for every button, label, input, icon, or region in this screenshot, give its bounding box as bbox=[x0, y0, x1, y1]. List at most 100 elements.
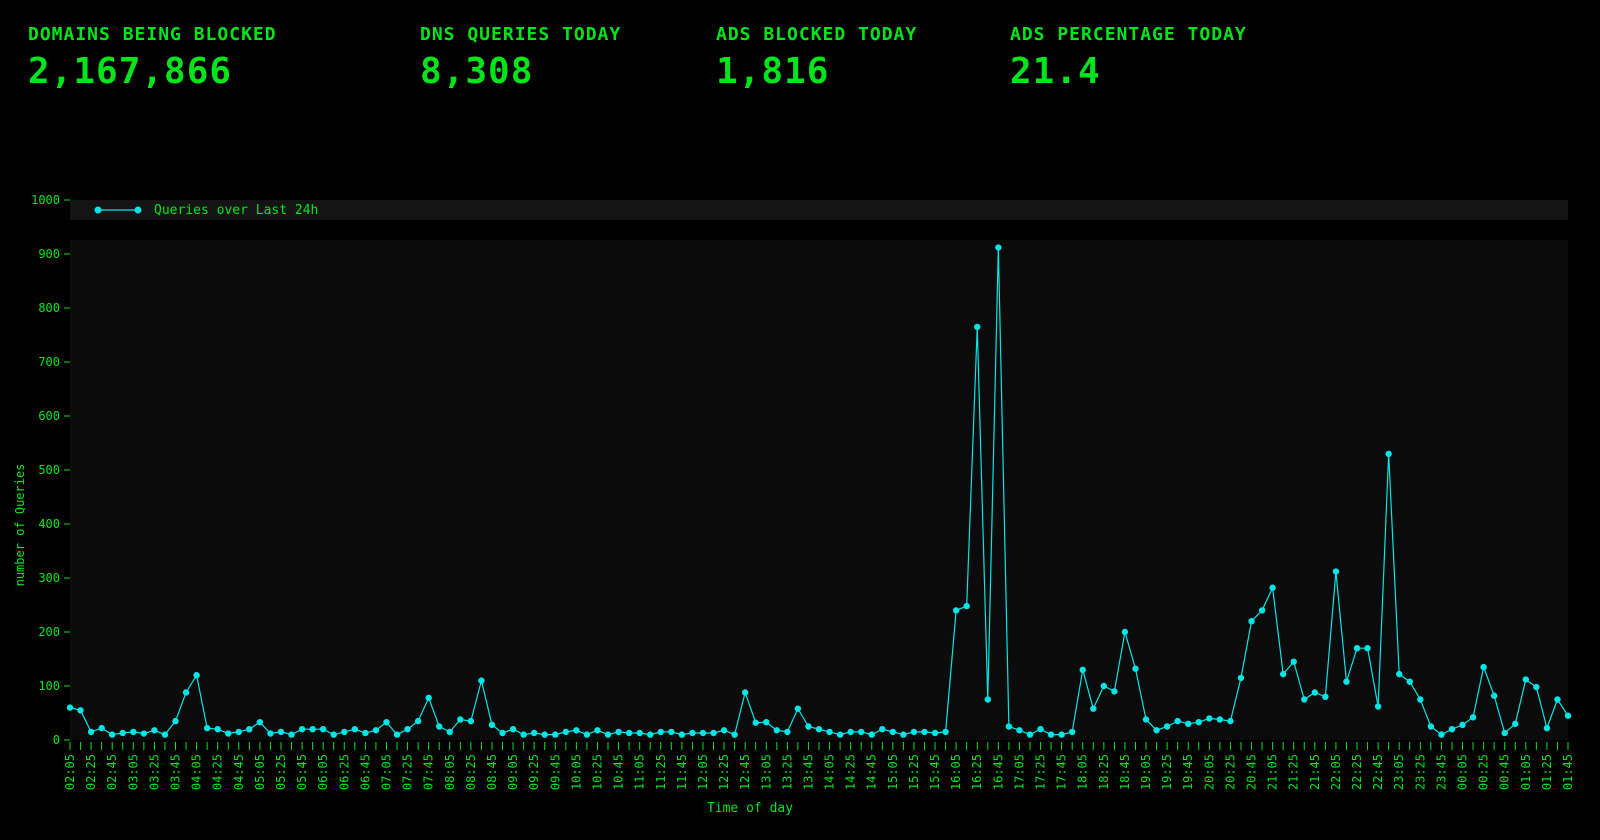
stat-label: DNS QUERIES TODAY bbox=[420, 24, 622, 45]
y-tick-label: 400 bbox=[38, 517, 60, 531]
data-point bbox=[657, 728, 664, 736]
y-tick-label: 500 bbox=[38, 463, 60, 477]
data-point bbox=[594, 727, 601, 734]
data-point bbox=[1206, 715, 1213, 722]
x-tick-label: 08:45 bbox=[485, 754, 499, 790]
data-point bbox=[1448, 726, 1456, 733]
data-point bbox=[910, 728, 918, 736]
data-point bbox=[741, 689, 749, 696]
data-point bbox=[1079, 666, 1086, 673]
data-point bbox=[1332, 568, 1340, 575]
data-point bbox=[499, 729, 506, 737]
data-point bbox=[1068, 728, 1076, 736]
data-point bbox=[362, 729, 369, 737]
stat-value: 2,167,866 bbox=[28, 51, 233, 92]
x-tick-label: 07:05 bbox=[379, 754, 393, 790]
data-point bbox=[1216, 716, 1224, 723]
data-point bbox=[193, 672, 200, 679]
data-point bbox=[826, 728, 833, 736]
data-point bbox=[298, 726, 306, 733]
x-tick-label: 22:25 bbox=[1350, 754, 1364, 790]
data-point bbox=[530, 729, 538, 737]
x-tick-label: 06:05 bbox=[316, 754, 330, 790]
x-axis: 02:05 02:25 02:45 03:05 03:25 03:45 04:05 04:25… bbox=[63, 742, 1575, 790]
x-tick-label: 15:25 bbox=[907, 754, 921, 790]
legend-label: Queries over Last 24h bbox=[154, 203, 318, 218]
x-tick-label: 01:05 bbox=[1519, 754, 1533, 790]
x-tick-label: 11:05 bbox=[633, 754, 647, 790]
y-tick-label: 200 bbox=[38, 625, 60, 639]
stat-value: 21.4 bbox=[1010, 51, 1101, 92]
data-point bbox=[1512, 720, 1519, 727]
data-point bbox=[1311, 689, 1319, 696]
data-point bbox=[857, 728, 865, 736]
x-tick-label: 03:45 bbox=[168, 754, 182, 790]
data-point bbox=[203, 724, 211, 732]
data-point bbox=[900, 731, 907, 738]
y-axis-label: number of Queries bbox=[13, 464, 27, 587]
data-point bbox=[151, 727, 158, 734]
data-point bbox=[805, 723, 812, 730]
x-tick-label: 11:45 bbox=[675, 754, 689, 790]
data-point bbox=[625, 729, 633, 737]
data-point bbox=[1100, 682, 1108, 690]
x-tick-label: 20:25 bbox=[1223, 754, 1237, 790]
x-tick-label: 16:25 bbox=[970, 754, 984, 790]
data-point bbox=[66, 704, 74, 711]
data-point bbox=[119, 729, 126, 737]
y-tick-label: 800 bbox=[38, 301, 60, 315]
data-point bbox=[1026, 731, 1034, 738]
data-point bbox=[488, 721, 496, 729]
plot-area bbox=[70, 240, 1568, 740]
data-point bbox=[309, 726, 316, 733]
stats-bar: DOMAINS BEING BLOCKED 2,167,866 DNS QUER… bbox=[28, 24, 1600, 104]
data-point bbox=[836, 731, 844, 738]
x-tick-label: 00:25 bbox=[1477, 754, 1491, 790]
data-point bbox=[130, 728, 137, 736]
data-point bbox=[1174, 717, 1181, 725]
data-point bbox=[1564, 712, 1572, 719]
data-point bbox=[1132, 665, 1139, 672]
data-point bbox=[1111, 688, 1118, 695]
x-tick-label: 20:45 bbox=[1245, 754, 1259, 790]
data-point bbox=[868, 731, 875, 738]
series-points bbox=[66, 244, 1572, 738]
x-tick-label: 06:25 bbox=[337, 754, 351, 790]
data-point bbox=[457, 716, 464, 723]
x-tick-label: 09:25 bbox=[527, 754, 541, 790]
data-point bbox=[467, 717, 475, 725]
x-tick-label: 13:25 bbox=[780, 754, 794, 790]
data-point bbox=[1374, 703, 1382, 710]
data-point bbox=[277, 728, 285, 736]
data-point bbox=[319, 726, 327, 733]
y-tick-label: 100 bbox=[38, 679, 60, 693]
data-point bbox=[963, 602, 970, 610]
data-point bbox=[552, 731, 559, 738]
data-point bbox=[1090, 705, 1097, 712]
data-point bbox=[583, 731, 591, 738]
data-point bbox=[1301, 696, 1308, 703]
data-point bbox=[330, 731, 337, 738]
x-tick-label: 04:25 bbox=[211, 754, 225, 790]
stat-ads-percentage: ADS PERCENTAGE TODAY 21.4 bbox=[1010, 24, 1247, 92]
x-tick-label: 23:05 bbox=[1392, 754, 1406, 790]
x-tick-label: 10:05 bbox=[569, 754, 583, 790]
data-point bbox=[446, 728, 453, 736]
data-point bbox=[942, 728, 949, 736]
data-point bbox=[1438, 731, 1445, 738]
data-point bbox=[98, 724, 105, 732]
data-point bbox=[931, 729, 939, 737]
y-tick-label: 900 bbox=[38, 247, 60, 261]
data-point bbox=[1153, 727, 1160, 734]
data-point bbox=[1121, 628, 1129, 636]
legend-marker bbox=[94, 206, 102, 214]
x-tick-label: 02:45 bbox=[105, 754, 119, 790]
data-point bbox=[1385, 450, 1392, 457]
data-point bbox=[1163, 723, 1171, 730]
x-tick-label: 00:05 bbox=[1456, 754, 1470, 790]
data-point bbox=[974, 323, 981, 331]
data-point bbox=[1237, 674, 1245, 682]
data-point bbox=[509, 726, 517, 733]
x-tick-label: 18:25 bbox=[1097, 754, 1111, 790]
